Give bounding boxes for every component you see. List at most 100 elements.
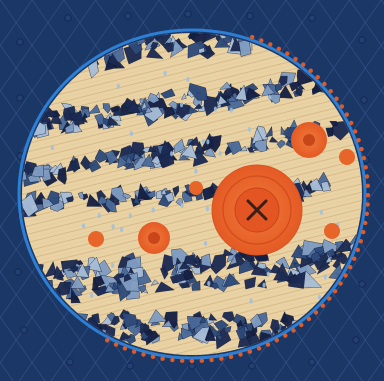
- raindrop-icon: [248, 127, 251, 132]
- bead-icon: [190, 359, 194, 363]
- bead-icon: [359, 239, 363, 243]
- raindrop-icon: [180, 102, 183, 107]
- bead-icon: [238, 352, 242, 356]
- bead-icon: [363, 221, 367, 225]
- raindrop-icon: [268, 95, 271, 100]
- bead-icon: [170, 358, 174, 362]
- bead-icon: [229, 355, 233, 359]
- bead-icon: [340, 104, 344, 108]
- bead-icon: [250, 35, 254, 39]
- button-icon: [309, 359, 315, 365]
- button-icon: [189, 363, 195, 369]
- button-icon: [17, 95, 23, 101]
- button-icon: [65, 15, 71, 21]
- bead-icon: [364, 165, 368, 169]
- raindrop-icon: [324, 274, 327, 279]
- bead-icon: [291, 328, 295, 332]
- raindrop-icon: [152, 207, 155, 212]
- bead-icon: [285, 51, 289, 55]
- button-icon: [67, 359, 73, 365]
- raindrop-icon: [318, 295, 321, 300]
- button-icon: [17, 39, 23, 45]
- bead-icon: [343, 273, 347, 277]
- raindrop-icon: [90, 293, 93, 298]
- raindrop-icon: [194, 169, 197, 174]
- bead-icon: [365, 174, 369, 178]
- raindrop-icon: [164, 71, 167, 76]
- button-icon: [361, 97, 367, 103]
- bead-icon: [366, 184, 370, 188]
- button-icon: [249, 363, 255, 369]
- bead-icon: [348, 265, 352, 269]
- bead-icon: [248, 350, 252, 354]
- bead-icon: [259, 38, 263, 42]
- bead-icon: [209, 358, 213, 362]
- raindrop-icon: [230, 108, 233, 113]
- bead-icon: [329, 89, 333, 93]
- raindrop-icon: [263, 283, 266, 288]
- raindrop-icon: [82, 223, 85, 228]
- bead-icon: [352, 257, 356, 261]
- button-icon: [125, 13, 131, 19]
- orange-spot-center-core: [148, 232, 160, 244]
- raindrop-icon: [204, 241, 207, 246]
- bead-icon: [359, 147, 363, 151]
- raindrop-icon: [111, 263, 114, 268]
- bead-icon: [345, 112, 349, 116]
- raindrop-icon: [250, 298, 253, 303]
- bead-icon: [277, 47, 281, 51]
- fabric-scrap: [184, 270, 193, 281]
- raindrop-icon: [219, 151, 222, 156]
- bead-icon: [356, 248, 360, 252]
- raindrop-icon: [202, 139, 205, 144]
- orange-spot-left: [88, 231, 104, 247]
- bead-icon: [301, 62, 305, 66]
- raindrop-icon: [98, 213, 101, 218]
- button-icon: [21, 327, 27, 333]
- bead-icon: [334, 97, 338, 101]
- bead-icon: [327, 296, 331, 300]
- button-icon: [359, 281, 365, 287]
- raindrop-icon: [117, 120, 120, 125]
- bead-icon: [141, 352, 145, 356]
- button-icon: [15, 269, 21, 275]
- bead-icon: [321, 304, 325, 308]
- bead-icon: [362, 156, 366, 160]
- bead-icon: [151, 355, 155, 359]
- button-icon: [309, 15, 315, 21]
- raindrop-icon: [214, 107, 217, 112]
- bead-icon: [219, 357, 223, 361]
- bead-icon: [366, 202, 370, 206]
- bead-icon: [268, 42, 272, 46]
- bead-icon: [105, 338, 109, 342]
- bead-icon: [299, 323, 303, 327]
- bead-icon: [322, 82, 326, 86]
- bead-icon: [257, 346, 261, 350]
- bead-icon: [307, 317, 311, 321]
- raindrop-icon: [112, 224, 115, 229]
- button-icon: [185, 11, 191, 17]
- bead-icon: [349, 121, 353, 125]
- raindrop-icon: [120, 227, 123, 232]
- bead-icon: [338, 281, 342, 285]
- raindrop-icon: [320, 210, 323, 215]
- orange-spot-small-mid: [189, 181, 203, 195]
- button-icon: [359, 37, 365, 43]
- bead-icon: [160, 357, 164, 361]
- raindrop-icon: [267, 272, 270, 277]
- raindrop-icon: [129, 213, 132, 218]
- bead-icon: [333, 289, 337, 293]
- bead-icon: [365, 212, 369, 216]
- bead-icon: [356, 138, 360, 142]
- orange-spot-upper-right-core: [303, 134, 315, 146]
- bead-icon: [283, 333, 287, 337]
- bead-icon: [275, 338, 279, 342]
- raindrop-icon: [206, 206, 209, 211]
- orange-spot-far-right: [339, 149, 355, 165]
- button-icon: [127, 363, 133, 369]
- raindrop-icon: [181, 203, 184, 208]
- raindrop-icon: [206, 139, 209, 144]
- bead-icon: [293, 57, 297, 61]
- raindrop-icon: [186, 77, 189, 82]
